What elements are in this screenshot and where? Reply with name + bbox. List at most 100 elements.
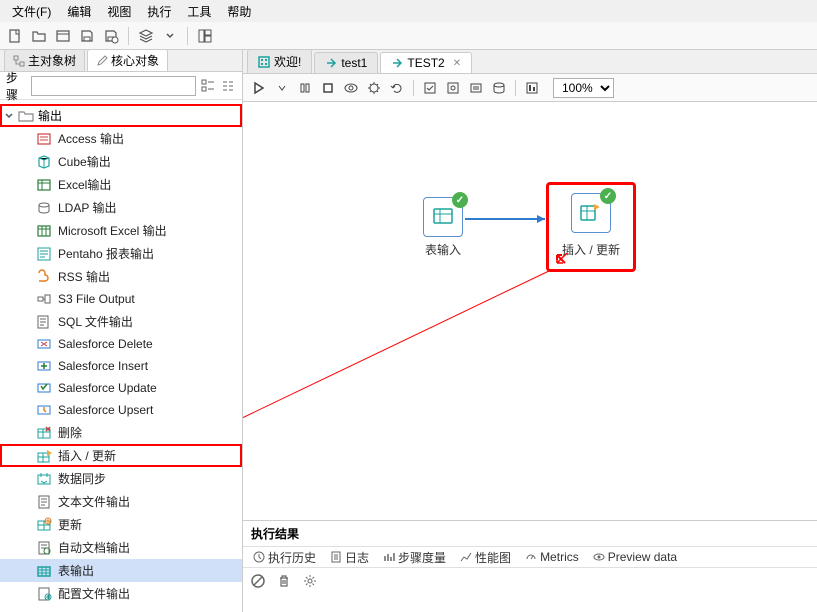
tree-item-label: 自动文档输出 — [58, 539, 130, 556]
new-file-icon[interactable] — [4, 25, 26, 47]
tab-step-metrics[interactable]: 步骤度量 — [377, 547, 452, 568]
tree-item[interactable]: Cube输出 — [0, 150, 242, 173]
tree-item[interactable]: LDAP 输出 — [0, 196, 242, 219]
menu-tools[interactable]: 工具 — [179, 1, 219, 22]
annotation-line — [243, 102, 563, 520]
explore-icon[interactable] — [52, 25, 74, 47]
results-tab-bar: 执行历史 日志 步骤度量 性能图 Metrics — [243, 546, 817, 568]
tree-item[interactable]: 删除 — [0, 421, 242, 444]
save-as-icon[interactable] — [100, 25, 122, 47]
right-panel: 欢迎! test1 TEST2 ✕ — [243, 50, 817, 612]
canvas[interactable]: ✓ 表输入 ✓ — [243, 102, 817, 520]
debug-icon[interactable] — [364, 78, 384, 98]
steps-tree[interactable]: 输出 Access 输出Cube输出 Excel输出 LDAP 输出 Microsoft… — [0, 100, 242, 612]
menu-help[interactable]: 帮助 — [219, 1, 259, 22]
tree-item[interactable]: Access 输出 — [0, 127, 242, 150]
preview-icon[interactable] — [341, 78, 361, 98]
node-label: 插入 / 更新 — [562, 241, 620, 258]
close-icon[interactable]: ✕ — [453, 58, 461, 69]
check-badge-icon: ✓ — [452, 192, 468, 208]
step-icon — [36, 425, 52, 441]
step-icon — [36, 131, 52, 147]
tab-welcome-label: 欢迎! — [274, 53, 301, 70]
tab-core-objects[interactable]: 核心对象 — [87, 49, 168, 71]
tree-item[interactable]: Pentaho 报表输出 — [0, 242, 242, 265]
node-label: 表输入 — [425, 241, 461, 258]
tab-performance[interactable]: 性能图 — [454, 547, 517, 568]
search-label: 步骤 — [6, 69, 27, 103]
tree-item[interactable]: 自动文档输出 — [0, 536, 242, 559]
tree-item[interactable]: 插入 / 更新 — [0, 444, 242, 467]
tree-item[interactable]: 更新 — [0, 513, 242, 536]
left-tab-bar: 主对象树 核心对象 — [0, 50, 242, 72]
tree-item[interactable]: Salesforce Insert — [0, 355, 242, 377]
tree-item[interactable]: 配置文件输出 — [0, 582, 242, 605]
expand-all-icon[interactable] — [200, 77, 216, 95]
tab-metrics[interactable]: Metrics — [519, 548, 585, 566]
collapse-all-icon[interactable] — [220, 77, 236, 95]
editor-toolbar: 100% — [243, 74, 817, 102]
explore-db-icon[interactable] — [489, 78, 509, 98]
open-folder-icon[interactable] — [28, 25, 50, 47]
editor-tab-bar: 欢迎! test1 TEST2 ✕ — [243, 50, 817, 74]
tree-item[interactable]: SQL 文件输出 — [0, 310, 242, 333]
verify-icon[interactable] — [420, 78, 440, 98]
tree-item-label: Microsoft Excel 输出 — [58, 222, 167, 239]
sql-icon[interactable] — [466, 78, 486, 98]
save-icon[interactable] — [76, 25, 98, 47]
menu-edit[interactable]: 编辑 — [59, 1, 99, 22]
search-input[interactable] — [31, 76, 196, 96]
tab-test2[interactable]: TEST2 ✕ — [380, 52, 472, 73]
table-input-icon — [431, 205, 455, 229]
layers-icon[interactable] — [135, 25, 157, 47]
folder-label: 输出 — [38, 107, 62, 124]
tree-item[interactable]: 表输出 — [0, 559, 242, 582]
step-icon — [36, 200, 52, 216]
tree-item[interactable]: 文本文件输出 — [0, 490, 242, 513]
trash-icon[interactable] — [275, 572, 293, 590]
stop-icon[interactable] — [318, 78, 338, 98]
tree-item[interactable]: RSS 输出 — [0, 265, 242, 288]
tree-item[interactable]: Microsoft Excel 输出 — [0, 219, 242, 242]
tree-item-label: 数据同步 — [58, 470, 106, 487]
show-results-icon[interactable] — [522, 78, 542, 98]
run-options-icon[interactable] — [272, 78, 292, 98]
results-panel: 执行结果 执行历史 日志 步骤度量 性能图 — [243, 520, 817, 612]
chevron-down-icon — [4, 111, 14, 121]
tab-welcome[interactable]: 欢迎! — [247, 49, 312, 73]
tree-icon — [13, 55, 25, 67]
impact-icon[interactable] — [443, 78, 463, 98]
tree-item-label: Excel输出 — [58, 176, 111, 193]
welcome-icon — [258, 56, 270, 68]
tree-folder-output[interactable]: 输出 — [0, 104, 242, 127]
node-table-input[interactable]: ✓ 表输入 — [423, 197, 463, 258]
tree-item[interactable]: Salesforce Upsert — [0, 399, 242, 421]
stop-icon[interactable] — [249, 572, 267, 590]
tree-item-label: Salesforce Insert — [58, 359, 148, 373]
run-icon[interactable] — [249, 78, 269, 98]
chevron-down-icon[interactable] — [159, 25, 181, 47]
step-icon — [36, 517, 52, 533]
pause-icon[interactable] — [295, 78, 315, 98]
tab-history[interactable]: 执行历史 — [247, 547, 322, 568]
node-insert-update[interactable]: ✓ 插入 / 更新 — [546, 182, 636, 272]
tree-item[interactable]: Salesforce Update — [0, 377, 242, 399]
zoom-select[interactable]: 100% — [553, 78, 614, 98]
check-badge-icon: ✓ — [600, 188, 616, 204]
settings-icon[interactable] — [301, 572, 319, 590]
connection-arrow[interactable] — [465, 212, 555, 232]
menu-view[interactable]: 视图 — [99, 1, 139, 22]
tree-item[interactable]: S3 File Output — [0, 288, 242, 310]
tree-item[interactable]: 数据同步 — [0, 467, 242, 490]
replay-icon[interactable] — [387, 78, 407, 98]
tab-test1-label: test1 — [341, 56, 367, 70]
tab-log[interactable]: 日志 — [324, 547, 375, 568]
tab-preview[interactable]: Preview data — [587, 548, 683, 566]
tab-test1[interactable]: test1 — [314, 52, 378, 73]
folder-icon — [18, 109, 34, 123]
menu-execute[interactable]: 执行 — [139, 1, 179, 22]
menu-file[interactable]: 文件(F) — [4, 1, 59, 22]
perspective-icon[interactable] — [194, 25, 216, 47]
tree-item[interactable]: Excel输出 — [0, 173, 242, 196]
tree-item[interactable]: Salesforce Delete — [0, 333, 242, 355]
